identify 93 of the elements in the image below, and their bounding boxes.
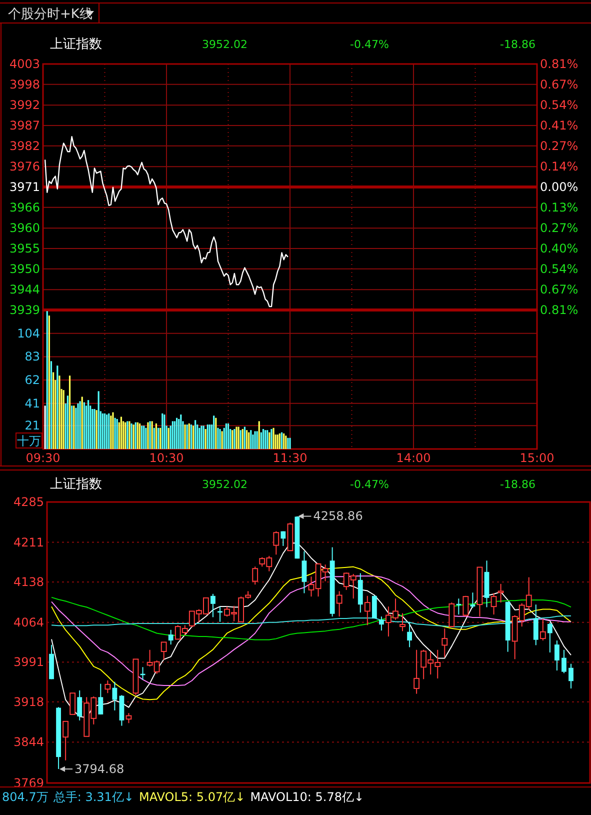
y2-tick-label: 0.40% bbox=[540, 242, 578, 256]
y-tick-label: 3982 bbox=[9, 138, 40, 153]
y-tick-label: 4285 bbox=[13, 495, 44, 509]
y-axis-title: 十万 bbox=[17, 434, 41, 448]
y-tick-label: 3971 bbox=[9, 180, 40, 194]
candlestick bbox=[98, 683, 104, 715]
y2-tick-label: 0.00% bbox=[540, 180, 578, 194]
candlestick bbox=[77, 690, 82, 721]
x-tick-label: 14:00 bbox=[396, 451, 431, 465]
y-tick-label: 83 bbox=[24, 350, 40, 364]
candlestick bbox=[336, 590, 342, 618]
y2-tick-label: 0.41% bbox=[540, 118, 578, 132]
candlestick bbox=[547, 622, 552, 653]
y-tick-label: 104 bbox=[17, 326, 40, 340]
candlestick bbox=[414, 649, 420, 694]
y-tick-label: 62 bbox=[24, 373, 40, 388]
candlestick bbox=[70, 692, 76, 715]
text: -0.47% bbox=[350, 478, 389, 491]
candlestick bbox=[568, 663, 574, 689]
candlestick bbox=[104, 680, 111, 694]
candlestick bbox=[126, 712, 132, 724]
y-tick-label: 3939 bbox=[9, 303, 40, 317]
y-tick-label: 3991 bbox=[13, 655, 44, 670]
candlestick bbox=[112, 681, 118, 711]
y-tick-label: 3944 bbox=[9, 282, 40, 297]
line-series bbox=[44, 136, 289, 308]
y2-tick-label: 0.27% bbox=[540, 221, 578, 235]
x-tick-label: 09:30 bbox=[26, 451, 60, 465]
y-tick-label: 3955 bbox=[9, 242, 40, 256]
y-tick-label: 4138 bbox=[13, 575, 44, 590]
y-tick-label: 4064 bbox=[13, 615, 44, 630]
text: -18.86 bbox=[500, 478, 536, 491]
y-tick-label: 4211 bbox=[13, 535, 44, 550]
y-tick-label: 3987 bbox=[9, 118, 40, 132]
candlestick bbox=[540, 618, 546, 641]
candlestick bbox=[280, 530, 286, 546]
y-tick-label: 4003 bbox=[9, 57, 40, 71]
candlestick bbox=[218, 606, 222, 622]
candlestick bbox=[252, 566, 258, 586]
x-tick-label: 10:30 bbox=[149, 451, 184, 465]
y-tick-label: 3976 bbox=[9, 160, 40, 174]
text: 3952.02 bbox=[202, 38, 248, 51]
y2-tick-label: 0.14% bbox=[540, 160, 578, 174]
y-tick-label: 3844 bbox=[13, 735, 44, 750]
text: 804.7万 bbox=[2, 790, 48, 804]
candlestick bbox=[378, 616, 384, 632]
text: 3952.02 bbox=[202, 478, 248, 491]
text: -18.86 bbox=[500, 38, 536, 51]
candlestick bbox=[168, 629, 174, 646]
candlestick bbox=[533, 604, 538, 646]
x-tick-label: 11:30 bbox=[272, 451, 308, 465]
chart-title: 上证指数 bbox=[50, 477, 102, 492]
annotation: 4258.86 bbox=[313, 509, 363, 524]
y2-tick-label: 0.54% bbox=[540, 98, 578, 112]
candlestick bbox=[273, 530, 280, 556]
y-tick-label: 3992 bbox=[9, 98, 40, 112]
candlestick bbox=[554, 640, 560, 671]
text: MAVOL5: 5.07亿↓ bbox=[139, 790, 246, 804]
text: MAVOL10: 5.78亿↓ bbox=[250, 790, 364, 804]
candlestick bbox=[490, 592, 497, 616]
candlestick bbox=[442, 628, 448, 658]
y-tick-label: 41 bbox=[24, 396, 40, 410]
text: 总手: 3.31亿↓ bbox=[52, 790, 134, 804]
y2-tick-label: 0.81% bbox=[540, 303, 578, 317]
line-series bbox=[51, 542, 572, 718]
y2-tick-label: 0.67% bbox=[540, 78, 578, 92]
annotation: 3794.68 bbox=[74, 762, 124, 776]
y-tick-label: 3966 bbox=[9, 200, 40, 214]
candlestick bbox=[160, 642, 167, 660]
candlestick bbox=[302, 550, 307, 594]
y2-tick-label: 0.54% bbox=[540, 262, 578, 276]
candlestick bbox=[400, 612, 406, 632]
y-tick-label: 3960 bbox=[9, 221, 40, 236]
y2-tick-label: 0.27% bbox=[540, 139, 578, 153]
chart-title: 上证指数 bbox=[50, 37, 102, 52]
candlestick bbox=[364, 595, 370, 626]
candlestick bbox=[462, 595, 469, 618]
y-tick-label: 3918 bbox=[13, 694, 44, 709]
y-tick-label: 3998 bbox=[9, 77, 40, 92]
y-tick-label: 21 bbox=[24, 418, 40, 433]
y2-tick-label: 0.81% bbox=[540, 57, 578, 71]
y-tick-label: 3950 bbox=[9, 262, 40, 276]
candlestick bbox=[448, 602, 455, 628]
candlestick bbox=[470, 592, 476, 608]
candlestick bbox=[562, 649, 566, 674]
candlestick bbox=[210, 593, 216, 618]
candlestick bbox=[498, 583, 504, 604]
y2-tick-label: 0.67% bbox=[540, 282, 578, 296]
candlestick bbox=[407, 621, 412, 648]
y2-tick-label: 0.13% bbox=[540, 200, 578, 214]
x-tick-label: 15:00 bbox=[520, 451, 554, 465]
candlestick bbox=[62, 720, 69, 761]
text: -0.47% bbox=[350, 38, 389, 51]
